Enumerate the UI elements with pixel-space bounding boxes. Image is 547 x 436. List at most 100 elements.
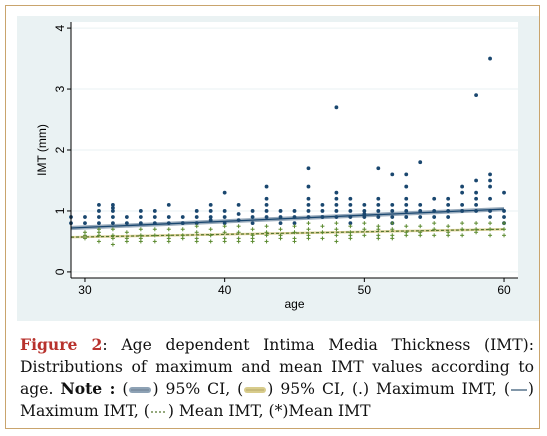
point-max-82 — [376, 215, 381, 219]
point-max-67 — [334, 209, 339, 213]
point-mean-51 — [278, 227, 283, 232]
point-mean-105 — [502, 221, 507, 226]
point-max-84 — [390, 202, 395, 207]
caption-label: Figure 2 — [20, 335, 103, 354]
point-mean-39 — [236, 224, 241, 229]
caption-sep: : — [102, 336, 108, 354]
point-max-104 — [446, 215, 451, 219]
point-max-66 — [334, 202, 339, 207]
y-tick-label-0: 0 — [53, 268, 67, 275]
y-tick-label-3: 3 — [53, 85, 67, 92]
point-mean-20 — [152, 239, 157, 244]
point-mean-96 — [460, 221, 465, 226]
point-mean-42 — [236, 239, 241, 244]
point-max-118 — [488, 184, 492, 189]
point-max-18 — [152, 209, 157, 213]
point-mean-106 — [502, 227, 507, 232]
fit-lines — [70, 208, 505, 238]
point-max-107 — [460, 202, 465, 207]
point-max-7 — [97, 221, 101, 226]
point-mean-7 — [110, 227, 115, 232]
point-mean-101 — [474, 230, 479, 235]
point-max-34 — [222, 209, 227, 213]
point-max-78 — [376, 166, 381, 171]
point-max-70 — [348, 202, 353, 207]
point-mean-31 — [194, 239, 199, 244]
point-max-71 — [348, 209, 353, 213]
point-mean-54 — [292, 224, 297, 229]
point-max-17 — [138, 221, 143, 226]
point-max-43 — [264, 184, 269, 189]
point-mean-19 — [152, 233, 157, 238]
point-mean-18 — [152, 227, 157, 232]
point-mean-75 — [362, 233, 367, 238]
figure-caption: Figure 2: Age dependent Intima Media Thi… — [20, 334, 534, 422]
legend-item-2: ) 95% CI, (.) Maximum IMT, ( — [267, 380, 510, 398]
point-mean-84 — [404, 224, 409, 229]
x-tick-label-1: 40 — [218, 283, 232, 297]
point-mean-98 — [460, 233, 465, 238]
x-tick-label-0: 30 — [78, 283, 92, 297]
point-max-99 — [432, 209, 437, 213]
point-max-8 — [111, 202, 115, 207]
point-mean-13 — [124, 239, 129, 244]
point-mean-86 — [404, 233, 409, 238]
point-max-2 — [83, 215, 87, 219]
point-mean-72 — [348, 236, 353, 241]
point-max-68 — [334, 215, 339, 219]
fit-line-max — [70, 208, 505, 229]
figure-frame: 0 1 2 3 4 30 40 50 60 age IMT (mm) Figure 2: Age d… — [5, 5, 540, 429]
point-max-47 — [264, 215, 269, 219]
point-max-115 — [488, 56, 492, 61]
point-mean-69 — [348, 224, 353, 229]
point-max-108 — [460, 209, 465, 213]
point-max-85 — [390, 209, 395, 213]
point-mean-59 — [306, 227, 311, 232]
point-mean-55 — [292, 230, 297, 235]
point-max-10 — [111, 209, 115, 213]
point-max-20 — [152, 221, 157, 226]
point-max-41 — [250, 215, 255, 219]
point-mean-63 — [320, 230, 325, 235]
point-max-31 — [208, 215, 213, 219]
point-mean-83 — [390, 236, 395, 241]
legend-swatch-ci-max — [129, 387, 152, 393]
point-max-89 — [404, 184, 409, 189]
point-mean-62 — [320, 224, 325, 229]
point-mean-64 — [320, 236, 325, 241]
point-max-86 — [390, 215, 395, 219]
point-max-79 — [376, 196, 381, 201]
point-max-30 — [208, 209, 213, 213]
note-label: Note : — [60, 379, 116, 398]
point-max-6 — [97, 215, 101, 219]
point-mean-53 — [278, 236, 283, 241]
point-max-96 — [418, 209, 423, 213]
point-max-25 — [180, 221, 185, 226]
point-max-39 — [236, 218, 241, 222]
point-mean-107 — [502, 233, 507, 238]
point-max-72 — [348, 215, 353, 219]
chart: 0 1 2 3 4 30 40 50 60 age IMT (mm) — [35, 22, 518, 311]
point-max-27 — [194, 215, 199, 219]
point-max-40 — [250, 209, 255, 213]
point-mean-29 — [194, 230, 199, 235]
point-max-106 — [460, 190, 465, 195]
legend-mean-marker: * — [274, 401, 283, 420]
point-mean-40 — [236, 230, 241, 235]
point-max-57 — [306, 202, 311, 207]
point-mean-73 — [362, 221, 367, 226]
y-tick-label-4: 4 — [53, 24, 67, 31]
point-max-98 — [432, 196, 437, 201]
point-mean-104 — [488, 233, 493, 238]
point-max-112 — [474, 196, 478, 201]
point-max-103 — [446, 209, 451, 213]
point-max-14 — [124, 221, 129, 226]
point-mean-67 — [334, 233, 339, 238]
point-mean-102 — [488, 221, 493, 226]
point-mean-34 — [208, 239, 213, 244]
caption-text: Age dependent Intima Media Thickness (IM… — [20, 336, 534, 398]
point-max-93 — [404, 215, 409, 219]
point-max-113 — [474, 202, 478, 207]
point-mean-24 — [166, 239, 171, 244]
point-max-35 — [222, 215, 227, 219]
